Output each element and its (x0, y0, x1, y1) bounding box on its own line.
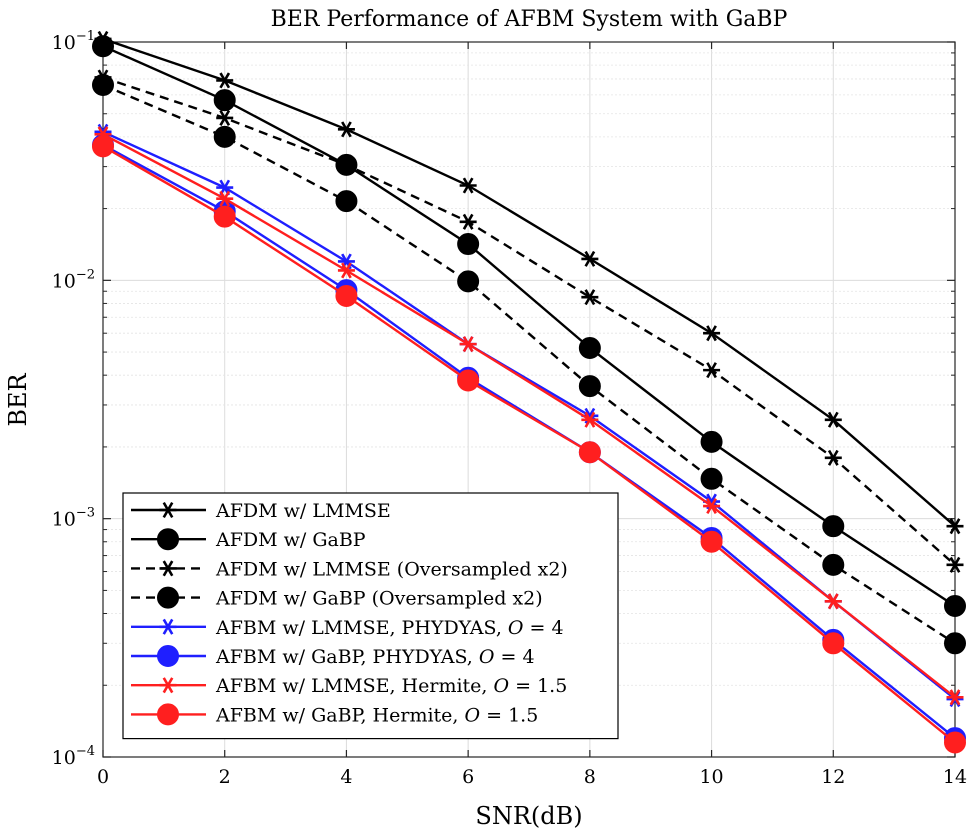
data-point (946, 518, 964, 535)
legend-marker (157, 586, 179, 609)
data-point (700, 530, 723, 553)
data-point (581, 289, 599, 306)
data-point (822, 632, 845, 655)
legend-box (122, 492, 619, 740)
x-axis-label: SNR(dB) (475, 802, 582, 830)
legend-entry: AFBM w/ GaBP, PHYDYAS, O = 4 (131, 645, 535, 668)
series-line (102, 133, 956, 699)
data-point (213, 205, 236, 228)
legend-marker (159, 501, 177, 519)
data-point (457, 233, 480, 256)
data-point (92, 35, 114, 58)
data-point (457, 270, 480, 293)
legend-entry: AFBM w/ LMMSE, PHYDYAS, O = 4 (131, 617, 564, 639)
data-point (944, 731, 966, 754)
data-point (703, 362, 721, 379)
y-tick-label: 10−1 (52, 29, 95, 54)
data-point (581, 411, 599, 428)
legend-marker (157, 703, 179, 726)
data-point (459, 213, 477, 230)
legend-entry: AFDM w/ GaBP (131, 528, 366, 551)
legend-marker (159, 560, 177, 577)
legend-entry: AFDM w/ LMMSE (131, 500, 391, 522)
legend-entry: AFBM w/ GaBP, Hermite, O = 1.5 (131, 703, 538, 726)
data-point (700, 430, 723, 453)
data-point (578, 441, 601, 464)
legend-marker (157, 528, 179, 551)
legend-entry: AFDM w/ GaBP (Oversampled x2) (131, 586, 543, 610)
plot-frame (102, 41, 956, 758)
data-point (337, 121, 355, 138)
data-point (944, 595, 966, 618)
data-point (824, 411, 842, 428)
data-point (337, 262, 355, 279)
data-point (944, 632, 966, 655)
data-point (578, 337, 601, 360)
series-line (102, 145, 956, 744)
legend: AFDM w/ LMMSE AFDM w/ GaBP AFDM w/ LMMSE (… (122, 492, 619, 740)
data-point (459, 336, 477, 353)
data-point (213, 89, 236, 112)
data-point (822, 515, 845, 538)
y-tick-label: 10−3 (52, 506, 95, 531)
legend-label: AFDM w/ LMMSE (215, 500, 391, 522)
series-2 (92, 35, 966, 618)
legend-entry: AFDM w/ LMMSE (Oversampled x2) (131, 558, 568, 580)
x-tick-label: 12 (821, 766, 845, 788)
legend-label: AFBM w/ LMMSE, Hermite, O = 1.5 (215, 675, 567, 697)
ticks: 0 2 4 6 8 10 12 14 10−1 10−2 10−3 10−4 (52, 29, 967, 788)
legend-label: AFBM w/ GaBP, Hermite, O = 1.5 (215, 704, 538, 726)
y-tick-label: 10−4 (52, 744, 95, 769)
data-point (216, 109, 234, 126)
data-point (578, 375, 601, 398)
data-point (335, 190, 358, 213)
data-point (216, 72, 234, 89)
legend-label: AFDM w/ GaBP (Oversampled x2) (215, 588, 543, 610)
data-point (824, 449, 842, 466)
data-point (457, 369, 480, 392)
series (92, 30, 966, 754)
x-tick-label: 2 (219, 766, 231, 788)
data-point (581, 250, 599, 267)
x-tick-label: 8 (584, 766, 596, 788)
data-point (946, 689, 964, 706)
series-line (102, 45, 956, 608)
data-point (946, 556, 964, 573)
data-point (700, 467, 723, 490)
legend-label: AFDM w/ LMMSE (Oversampled x2) (215, 558, 568, 580)
data-point (459, 177, 477, 194)
series-line (102, 37, 956, 528)
data-point (213, 125, 236, 148)
data-point (703, 498, 721, 515)
series-line (102, 83, 956, 645)
data-point (92, 74, 114, 97)
data-point (703, 325, 721, 342)
legend-entry: AFBM w/ LMMSE, Hermite, O = 1.5 (131, 675, 567, 697)
chart-title: BER Performance of AFBM System with GaBP (271, 7, 788, 32)
legend-label: AFDM w/ GaBP (215, 529, 366, 551)
x-tick-label: 10 (699, 766, 723, 788)
legend-marker (157, 645, 179, 667)
data-point (337, 156, 355, 173)
legend-marker (159, 677, 177, 694)
x-tick-label: 0 (97, 766, 109, 788)
data-point (822, 553, 845, 576)
x-tick-label: 4 (340, 766, 352, 788)
series-7 (94, 126, 964, 706)
data-point (92, 135, 114, 158)
x-tick-label: 14 (943, 766, 967, 788)
legend-label: AFBM w/ LMMSE, PHYDYAS, O = 4 (215, 617, 564, 639)
series-8 (92, 135, 966, 754)
data-point (824, 593, 842, 610)
series-4 (92, 74, 966, 655)
y-axis-label: BER (4, 372, 32, 426)
series-line (102, 76, 956, 566)
y-tick-label: 10−2 (52, 267, 95, 292)
data-point (216, 190, 234, 207)
x-tick-label: 6 (462, 766, 474, 788)
legend-marker (159, 618, 177, 635)
data-point (335, 284, 358, 307)
legend-label: AFBM w/ GaBP, PHYDYAS, O = 4 (215, 646, 535, 668)
